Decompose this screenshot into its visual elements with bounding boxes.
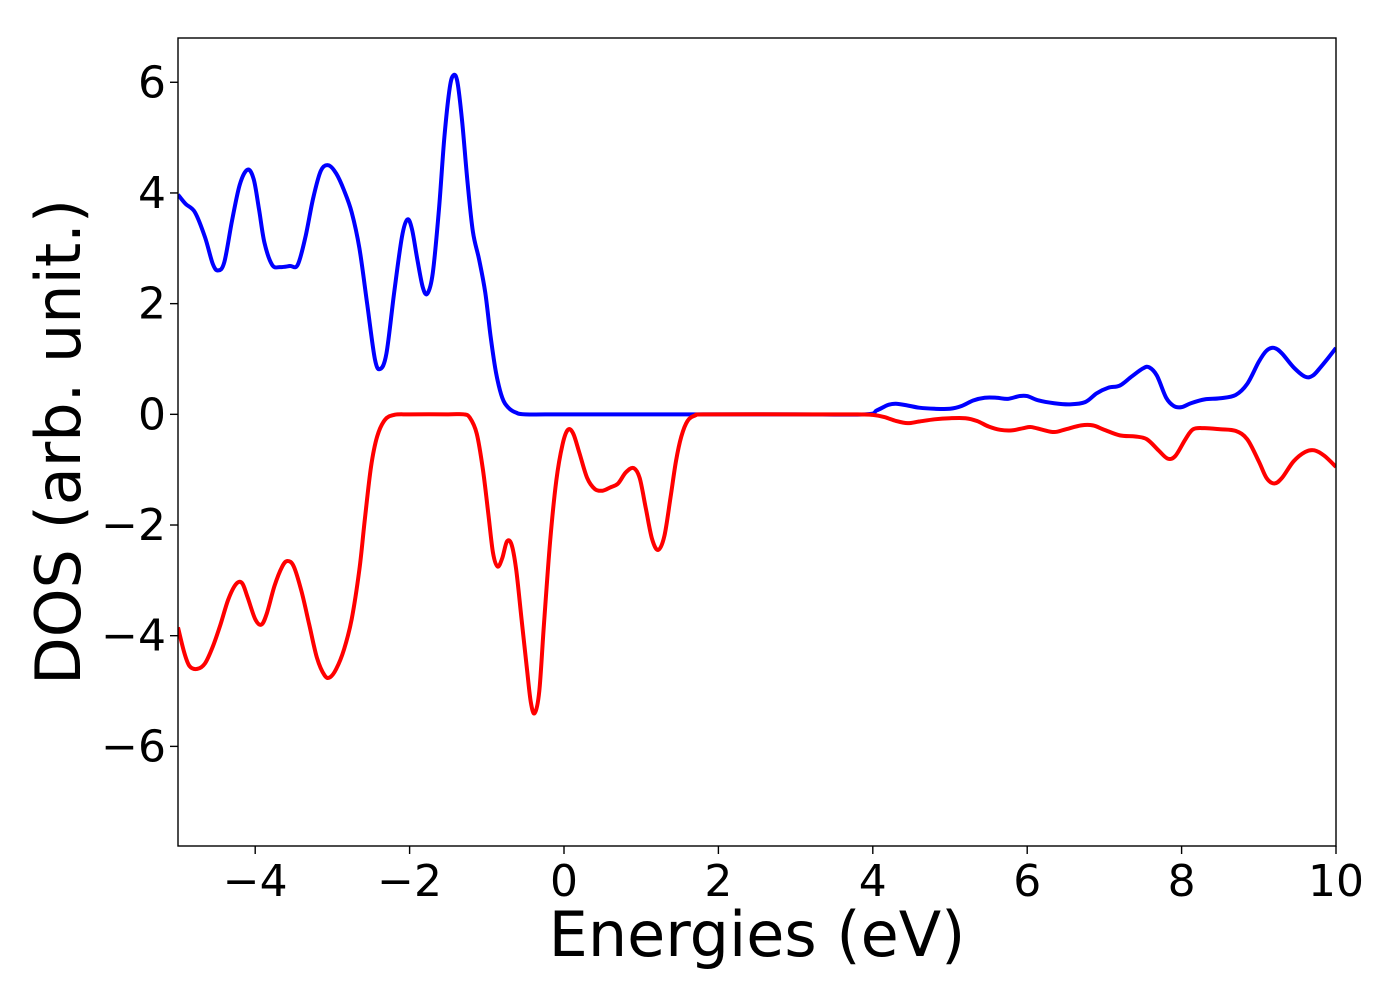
x-tick-label: 4	[859, 856, 887, 907]
y-tick-label: 4	[138, 168, 166, 219]
y-tick-label: −2	[101, 500, 166, 551]
x-tick-label: 2	[704, 856, 732, 907]
x-tick-label: 0	[550, 856, 578, 907]
y-tick-label: −6	[101, 721, 166, 772]
x-tick-label: 8	[1168, 856, 1196, 907]
y-tick-label: 6	[138, 57, 166, 108]
plot-frame	[177, 37, 1337, 847]
x-tick-label: 6	[1013, 856, 1041, 907]
y-axis-ticks: −6 −4 −2 0 2 4 6	[101, 57, 178, 772]
x-axis-ticks: −4 −2 0 2 4 6 8 10	[223, 846, 1364, 907]
x-axis-label: Energies (eV)	[549, 898, 966, 971]
x-tick-label: −4	[223, 856, 288, 907]
y-axis-label: DOS (arb. unit.)	[22, 199, 95, 685]
y-tick-label: 2	[138, 279, 166, 330]
y-tick-label: −4	[101, 611, 166, 662]
x-tick-label: 10	[1308, 856, 1364, 907]
x-tick-label: −2	[377, 856, 442, 907]
plot-lines	[178, 72, 1336, 716]
spin-down-dos-line	[178, 412, 1336, 716]
spin-up-dos-line	[178, 72, 1336, 417]
y-tick-label: 0	[138, 389, 166, 440]
